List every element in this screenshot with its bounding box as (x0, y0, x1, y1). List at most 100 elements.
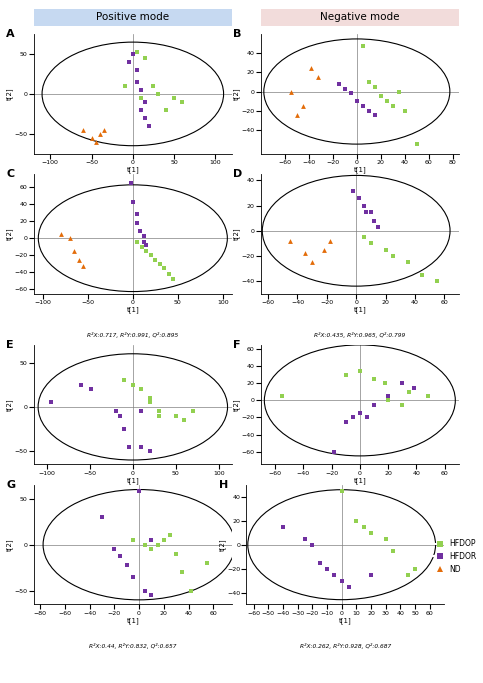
Point (338, 486, 345, 497)
Point (87, 384, 95, 395)
Point (410, 382, 417, 393)
Point (363, 206, 370, 217)
Text: C: C (6, 169, 14, 180)
Point (129, 197, 137, 208)
Point (189, 406, 197, 417)
Y-axis label: t[2]: t[2] (233, 398, 240, 411)
Point (152, 254, 159, 265)
Point (133, 209, 141, 220)
Point (323, 563, 331, 574)
Point (278, 391, 286, 402)
Point (398, 399, 406, 410)
Point (127, 178, 135, 189)
Text: E: E (6, 340, 14, 350)
Point (111, 544, 118, 555)
Text: R²X:0.717, R²Y:0.991, Q²:0.895: R²X:0.717, R²Y:0.991, Q²:0.895 (87, 332, 178, 338)
Text: Negative mode: Negative mode (320, 12, 399, 23)
Point (314, 72, 322, 83)
Point (377, 91, 384, 102)
Point (293, 110, 301, 121)
Point (330, 569, 338, 580)
Point (307, 62, 315, 73)
Point (135, 486, 143, 497)
Point (133, 47, 141, 58)
Point (146, 446, 154, 457)
Point (138, 441, 145, 452)
Point (129, 379, 137, 390)
Point (142, 53, 149, 64)
Point (77, 379, 85, 390)
Point (142, 585, 149, 596)
Point (146, 393, 154, 404)
Point (142, 112, 149, 123)
Point (125, 441, 132, 452)
Point (359, 40, 367, 51)
Point (57, 228, 65, 240)
Point (47, 397, 55, 408)
Point (79, 260, 87, 271)
Point (120, 423, 128, 434)
Point (367, 238, 375, 249)
Point (371, 81, 379, 92)
Point (286, 236, 294, 247)
Point (356, 365, 364, 376)
Point (398, 378, 406, 389)
Y-axis label: t[2]: t[2] (6, 398, 13, 411)
Point (433, 276, 440, 287)
Text: H: H (219, 480, 228, 490)
Point (133, 64, 141, 75)
Point (342, 370, 350, 380)
Point (301, 248, 309, 259)
Point (137, 85, 145, 96)
Point (187, 585, 195, 596)
Point (133, 237, 141, 248)
Point (123, 559, 130, 570)
Point (146, 397, 154, 408)
Point (125, 57, 132, 68)
Point (133, 217, 141, 228)
Text: R²X:0.44, R²Y:0.832, Q²:0.657: R²X:0.44, R²Y:0.832, Q²:0.657 (89, 643, 177, 649)
Point (112, 406, 119, 417)
Point (301, 533, 309, 544)
Point (342, 416, 350, 428)
Point (360, 521, 368, 532)
X-axis label: t[1]: t[1] (354, 307, 366, 313)
Point (160, 535, 168, 546)
Point (147, 544, 155, 555)
Point (382, 378, 389, 389)
Point (349, 185, 357, 196)
Point (404, 569, 412, 580)
Point (116, 550, 124, 561)
Text: R²:0.578, Q²:0.259: R²:0.578, Q²:0.259 (105, 192, 160, 198)
Point (203, 557, 211, 568)
X-axis label: t[1]: t[1] (354, 167, 366, 173)
Point (371, 110, 379, 121)
Point (363, 412, 371, 423)
Point (172, 410, 180, 421)
Point (309, 540, 316, 550)
Y-axis label: t[2]: t[2] (233, 87, 240, 100)
Text: A: A (6, 29, 14, 40)
Point (66, 233, 74, 244)
Point (138, 241, 146, 252)
Point (154, 540, 161, 550)
X-axis label: t[1]: t[1] (339, 617, 352, 624)
Point (370, 399, 378, 410)
X-axis label: t[1]: t[1] (127, 617, 139, 624)
Point (365, 105, 373, 116)
Y-axis label: t[2]: t[2] (6, 87, 13, 100)
Point (384, 391, 392, 402)
Point (353, 515, 360, 526)
X-axis label: t[1]: t[1] (127, 477, 139, 484)
Text: R²:0.535, Q²:0.139: R²:0.535, Q²:0.139 (332, 503, 387, 509)
Point (162, 104, 170, 115)
Point (279, 521, 287, 532)
Point (389, 545, 397, 556)
Point (338, 575, 345, 586)
Text: R²X:0.435, R²Y:0.965, Q²:0.799: R²X:0.435, R²Y:0.965, Q²:0.799 (314, 332, 405, 338)
Point (138, 406, 145, 417)
Point (384, 395, 392, 406)
Text: D: D (233, 169, 242, 180)
Point (142, 240, 150, 251)
Point (356, 408, 364, 419)
